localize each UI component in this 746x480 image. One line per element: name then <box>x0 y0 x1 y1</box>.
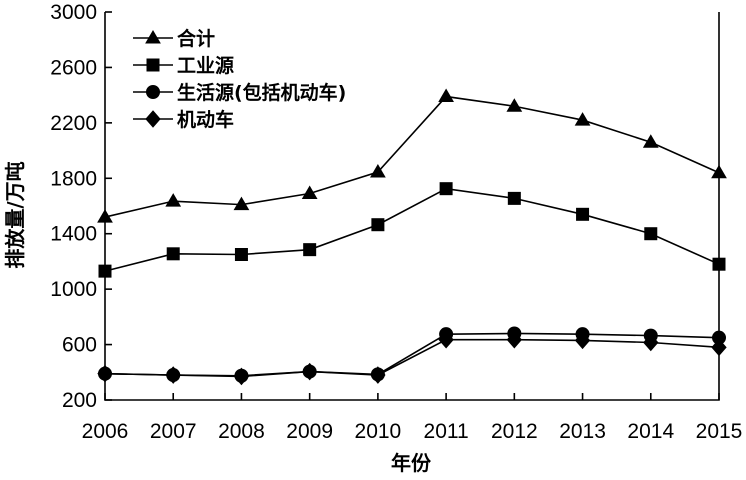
data-point <box>576 207 590 221</box>
data-point <box>506 98 523 112</box>
x-tick-label: 2011 <box>424 420 469 443</box>
legend-marker <box>146 58 160 72</box>
x-axis-title: 年份 <box>391 451 432 475</box>
data-point <box>574 112 591 126</box>
legend-entry: 合计 <box>133 27 215 50</box>
series-line <box>104 187 720 272</box>
series-triangle <box>97 88 727 223</box>
data-point <box>302 362 318 381</box>
y-tick-label: 2600 <box>50 56 97 79</box>
legend-entry: 生活源(包括机动车) <box>133 81 346 104</box>
data-point <box>643 333 659 352</box>
x-tick-label: 2008 <box>218 420 265 443</box>
x-tick-label: 2014 <box>627 420 674 443</box>
y-axis-title: 排放量/万吨 <box>3 161 27 268</box>
data-point <box>166 247 180 261</box>
data-point <box>97 209 113 223</box>
data-point <box>233 196 250 211</box>
data-point <box>644 227 658 241</box>
y-tick-label: 1800 <box>50 167 97 190</box>
series-line <box>104 338 720 378</box>
x-tick-label: 2013 <box>559 420 606 443</box>
data-point <box>98 264 112 278</box>
series-circle <box>98 326 726 383</box>
x-tick-label: 2010 <box>355 420 402 443</box>
series-diamond <box>97 330 727 386</box>
y-tick-label: 3000 <box>50 1 97 24</box>
legend-marker <box>145 110 161 128</box>
data-point <box>370 164 386 178</box>
legend-label: 工业源 <box>177 54 234 77</box>
legend-marker <box>146 85 160 99</box>
data-point <box>711 164 727 179</box>
x-tick-label: 2009 <box>286 420 333 443</box>
data-point <box>438 330 454 349</box>
data-point <box>234 248 248 261</box>
legend-entry: 机动车 <box>133 108 234 131</box>
data-point <box>97 364 113 383</box>
data-point <box>370 366 386 384</box>
data-point <box>711 338 727 357</box>
data-point <box>165 193 182 207</box>
data-point <box>233 367 250 386</box>
tick-labels: 200 600 1000 1400 1800 2200 2600 3000 2006 2007 20… <box>50 1 742 443</box>
legend-label: 机动车 <box>177 108 234 131</box>
data-point <box>574 331 591 350</box>
data-point <box>301 185 318 200</box>
data-point <box>438 88 454 103</box>
data-point <box>507 191 521 205</box>
data-point <box>371 218 385 232</box>
x-tick-label: 2012 <box>491 420 538 443</box>
x-tick-label: 2015 <box>696 420 743 443</box>
data-point <box>506 330 522 349</box>
series-line <box>104 95 720 218</box>
legend-marker <box>145 30 161 44</box>
y-tick-label: 1000 <box>50 278 97 301</box>
y-tick-label: 2200 <box>50 112 97 135</box>
data-point <box>303 243 317 257</box>
legend-label: 生活源(包括机动车) <box>177 81 346 104</box>
x-tick-label: 2007 <box>150 420 197 443</box>
y-tick-label: 1400 <box>50 223 97 246</box>
series-square <box>98 182 726 278</box>
series-group <box>97 88 727 386</box>
data-point <box>439 182 453 196</box>
series-line <box>104 332 720 377</box>
data-point <box>642 134 659 148</box>
axis-frame <box>104 12 720 401</box>
legend-entry: 工业源 <box>133 54 234 77</box>
x-tick-label: 2006 <box>82 420 129 443</box>
data-point <box>712 257 726 271</box>
y-tick-label: 200 <box>62 389 97 412</box>
legend-label: 合计 <box>177 27 215 50</box>
data-point <box>165 366 181 384</box>
y-tick-label: 600 <box>62 334 97 357</box>
axes <box>104 11 720 401</box>
